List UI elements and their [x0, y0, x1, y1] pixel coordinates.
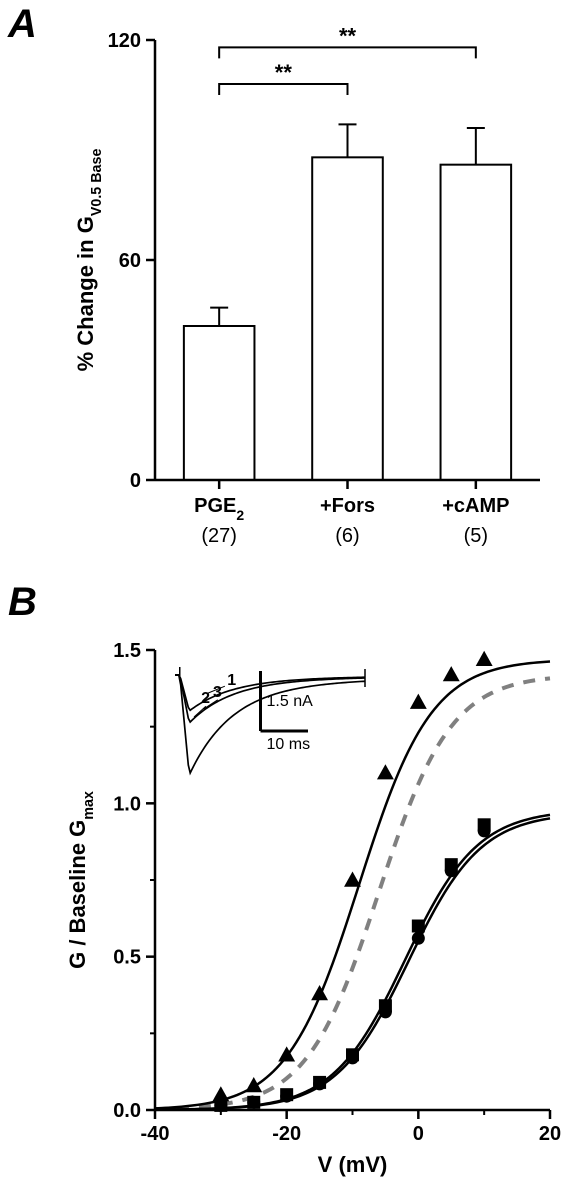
svg-text:-20: -20	[272, 1123, 301, 1145]
svg-text:% Change in GV0.5 Base: % Change in GV0.5 Base	[73, 149, 105, 372]
svg-text:1: 1	[227, 672, 236, 689]
svg-text:**: **	[275, 60, 293, 85]
svg-text:1.5: 1.5	[113, 640, 141, 662]
bar-chart-panel-a: 0 60 120 ** ** % Change in GV0.5 Base PGE2(27)…	[60, 10, 560, 580]
svg-text:0: 0	[413, 1123, 424, 1145]
svg-text:PGE2: PGE2	[194, 495, 244, 523]
panel-label-a: A	[8, 2, 37, 47]
svg-text:0.5: 0.5	[113, 947, 141, 969]
svg-text:10 ms: 10 ms	[267, 736, 311, 753]
svg-text:60: 60	[119, 250, 141, 272]
svg-text:3: 3	[213, 684, 222, 701]
svg-text:0: 0	[130, 470, 141, 492]
svg-text:(5): (5)	[464, 525, 488, 547]
svg-text:V (mV): V (mV)	[318, 1152, 388, 1177]
svg-text:**: **	[339, 23, 357, 48]
panel-label-b: B	[8, 580, 37, 625]
svg-text:120: 120	[108, 30, 141, 52]
svg-text:1.5 nA: 1.5 nA	[267, 693, 314, 710]
line-chart-panel-b: -40 -20 0 20 0.0 0.5 1.0 1.5 V (mV) G / Baseline …	[55, 630, 575, 1190]
svg-text:(27): (27)	[201, 525, 237, 547]
svg-text:+cAMP: +cAMP	[442, 495, 509, 517]
svg-text:0.0: 0.0	[113, 1100, 141, 1122]
svg-text:G / Baseline Gmax: G / Baseline Gmax	[65, 791, 97, 969]
svg-text:20: 20	[539, 1123, 561, 1145]
svg-text:(6): (6)	[335, 525, 359, 547]
svg-text:1.0: 1.0	[113, 793, 141, 815]
figure-page: A 060120****% Change in GV0.5 BasePGE2(2…	[0, 0, 585, 1199]
svg-text:-40: -40	[141, 1123, 170, 1145]
svg-text:+Fors: +Fors	[320, 495, 375, 517]
